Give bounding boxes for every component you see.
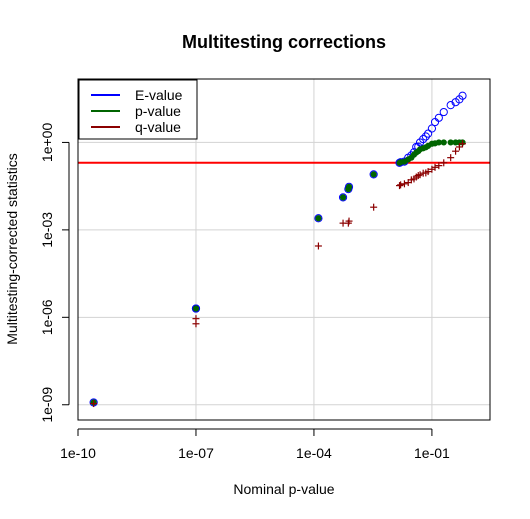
q-value-point — [345, 217, 353, 225]
legend-label-p-value: p-value — [135, 103, 181, 119]
q-value-point — [431, 163, 439, 171]
y-tick-label: 1e+00 — [39, 123, 55, 163]
e-value-point — [434, 113, 443, 122]
legend-label-e-value: E-value — [135, 87, 183, 103]
y-axis: 1e-09 1e-06 1e-03 1e+00 — [39, 123, 70, 423]
e-value-point — [369, 170, 378, 179]
legend-label-q-value: q-value — [135, 119, 181, 135]
q-value-point — [435, 162, 443, 170]
x-axis-label: Nominal p-value — [233, 481, 334, 497]
e-value-point — [439, 107, 448, 117]
e-value-point — [458, 91, 467, 100]
q-value-point — [400, 180, 408, 188]
x-tick-label: 1e-07 — [178, 445, 214, 461]
p-value-point — [339, 194, 347, 201]
p-value-point — [345, 183, 353, 190]
q-value-point — [440, 159, 448, 167]
x-tick-label: 1e-01 — [414, 445, 450, 461]
e-value-point — [421, 132, 430, 141]
e-value-point — [427, 124, 437, 133]
plot-frame — [77, 78, 491, 421]
y-tick-label: 1e-03 — [39, 212, 55, 248]
e-value-point — [191, 304, 201, 313]
e-value-point — [314, 214, 323, 223]
legend-box — [78, 79, 198, 140]
legend: E-value p-value q-value — [78, 79, 198, 140]
q-value-point — [459, 140, 467, 148]
e-value-point — [430, 117, 440, 127]
q-value-point — [455, 143, 463, 151]
p-value-point — [440, 139, 447, 146]
q-value-point — [314, 242, 322, 250]
y-axis-label: Multitesting-corrected statistics — [4, 153, 20, 344]
p-value-point — [192, 305, 200, 312]
points-layer — [89, 91, 467, 408]
q-value-point — [424, 168, 432, 176]
q-value-point — [90, 400, 98, 408]
q-value-point — [397, 181, 405, 189]
y-tick-label: 1e-06 — [39, 299, 55, 335]
q-value-point — [370, 203, 378, 211]
e-value-point — [424, 129, 433, 138]
p-value-point — [370, 171, 377, 178]
x-tick-label: 1e-10 — [60, 445, 96, 461]
q-value-point — [452, 147, 460, 155]
e-value-point — [338, 193, 348, 202]
q-value-point — [447, 154, 455, 162]
q-value-point — [396, 182, 404, 190]
x-axis: 1e-10 1e-07 1e-04 1e-01 — [60, 428, 450, 461]
y-tick-label: 1e-09 — [39, 387, 55, 423]
e-value-point — [419, 135, 428, 144]
q-value-point — [192, 315, 200, 323]
chart-title: Multitesting corrections — [182, 32, 386, 52]
p-value-point — [315, 215, 322, 222]
x-tick-label: 1e-04 — [296, 445, 332, 461]
q-value-point — [416, 171, 424, 179]
